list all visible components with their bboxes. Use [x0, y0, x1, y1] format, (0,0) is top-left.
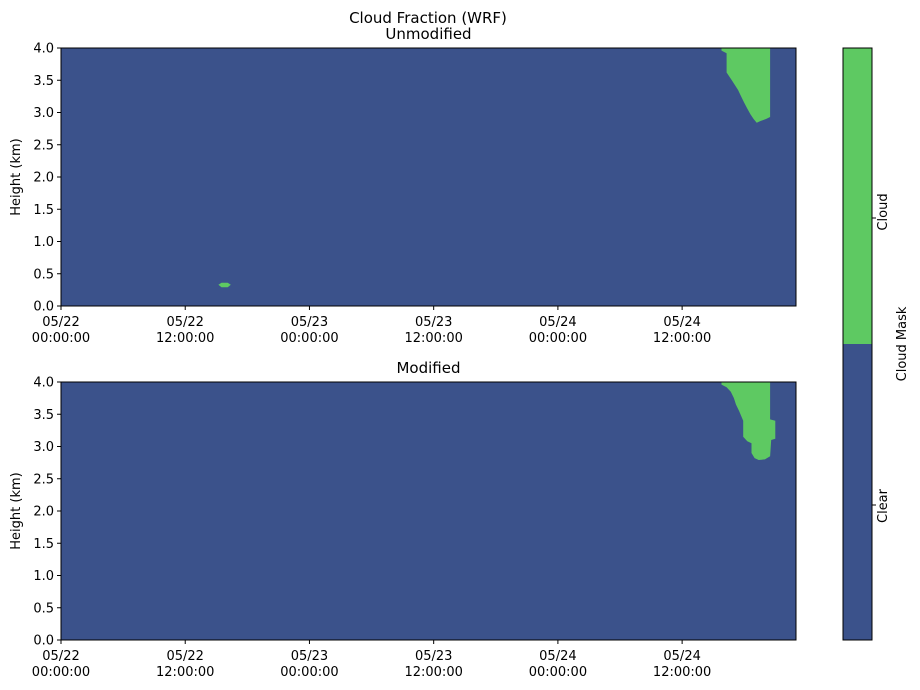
heatmap-background-clear	[61, 382, 796, 640]
x-tick-label-date: 05/24	[539, 649, 576, 664]
y-tick-label: 2.5	[33, 472, 54, 487]
y-tick-label: 4.0	[33, 42, 54, 57]
y-tick-label: 2.5	[33, 138, 54, 153]
x-tick-label-time: 00:00:00	[32, 331, 90, 346]
colorbar-tick-label-clear: Clear	[876, 488, 891, 523]
x-tick-label-time: 12:00:00	[156, 331, 214, 346]
x-tick-label-time: 00:00:00	[280, 331, 338, 346]
y-tick-label: 3.5	[33, 408, 54, 423]
y-tick-label: 2.0	[33, 505, 54, 520]
x-tick-label-date: 05/22	[166, 315, 203, 330]
y-tick-label: 4.0	[33, 376, 54, 391]
x-tick-label-time: 00:00:00	[529, 331, 587, 346]
heatmap-background-clear	[61, 48, 796, 306]
x-tick-label-date: 05/24	[539, 315, 576, 330]
panel-title: Modified	[396, 359, 460, 377]
cloud-region-1	[218, 282, 231, 288]
colorbar-frame	[842, 47, 873, 641]
y-tick-label: 2.0	[33, 171, 54, 186]
cloud-region-0	[721, 48, 771, 123]
panel-modified: Modified 0.0 0.5 1.0 1.5 2.0 2.5 3.0 3.5 4.0 Heigh…	[9, 359, 797, 680]
y-tick-label: 0.0	[33, 300, 54, 315]
y-tick-label: 3.5	[33, 74, 54, 89]
panel-title: Unmodified	[385, 25, 471, 43]
x-tick-label-date: 05/22	[42, 649, 79, 664]
x-tick-label-time: 00:00:00	[32, 665, 90, 680]
colorbar: Cloud Clear Cloud Mask	[842, 47, 910, 641]
y-tick-label: 3.0	[33, 106, 54, 121]
colorbar-cloud-segment	[843, 48, 872, 344]
x-tick-label-date: 05/24	[663, 315, 700, 330]
y-axis-label: Height (km)	[9, 138, 24, 215]
x-tick-label-date: 05/22	[166, 649, 203, 664]
colorbar-label: Cloud Mask	[895, 306, 910, 381]
x-tick-label-time: 12:00:00	[404, 665, 462, 680]
x-tick-label-time: 12:00:00	[653, 331, 711, 346]
cloud-region-0	[721, 382, 776, 460]
y-tick-label: 3.0	[33, 440, 54, 455]
x-tick-label-time: 12:00:00	[404, 331, 462, 346]
panel-unmodified: Unmodified 0.0 0.5 1.0 1.5 2.0 2.5 3.0 3.5 4.0 Hei…	[9, 25, 797, 346]
x-tick-label-date: 05/23	[291, 649, 328, 664]
x-tick-label-time: 12:00:00	[653, 665, 711, 680]
x-tick-label-time: 12:00:00	[156, 665, 214, 680]
y-tick-label: 1.5	[33, 203, 54, 218]
x-tick-label-date: 05/23	[415, 315, 452, 330]
y-tick-label: 0.5	[33, 267, 54, 282]
x-tick-label-time: 00:00:00	[529, 665, 587, 680]
figure-suptitle: Cloud Fraction (WRF)	[349, 9, 507, 27]
y-tick-label: 0.0	[33, 634, 54, 649]
y-tick-label: 1.0	[33, 235, 54, 250]
y-tick-label: 1.5	[33, 537, 54, 552]
y-tick-label: 1.0	[33, 569, 54, 584]
colorbar-clear-segment	[843, 344, 872, 640]
x-tick-label-date: 05/22	[42, 315, 79, 330]
y-tick-label: 0.5	[33, 601, 54, 616]
x-tick-label-date: 05/24	[663, 649, 700, 664]
colorbar-tick-label-cloud: Cloud	[876, 193, 891, 230]
x-tick-label-time: 00:00:00	[280, 665, 338, 680]
y-axis-label: Height (km)	[9, 472, 24, 549]
x-tick-label-date: 05/23	[291, 315, 328, 330]
x-tick-label-date: 05/23	[415, 649, 452, 664]
